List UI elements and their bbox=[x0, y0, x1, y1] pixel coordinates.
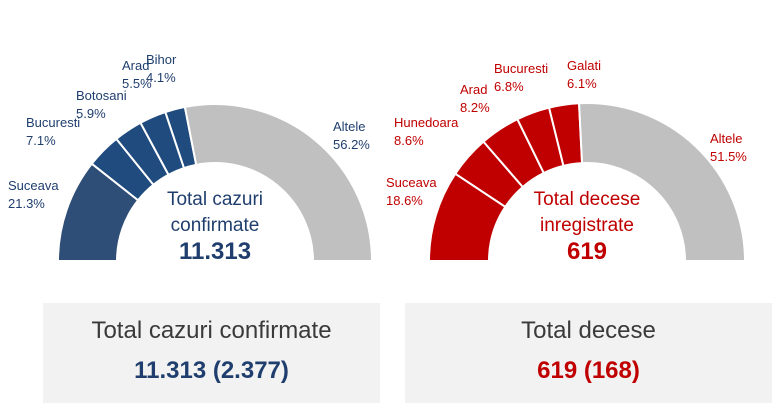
slice-value-suceava: 21.3% bbox=[8, 196, 45, 211]
center-value: 11.313 bbox=[179, 238, 251, 265]
center-value: 619 bbox=[567, 238, 607, 265]
slice-label-arad: Arad bbox=[460, 82, 487, 97]
slice-value-altele: 51.5% bbox=[710, 149, 747, 164]
slice-label-botosani: Botosani bbox=[76, 88, 127, 103]
slice-value-galati: 6.1% bbox=[567, 76, 597, 91]
slice-value-hunedoara: 8.6% bbox=[394, 133, 424, 148]
slice-value-altele: 56.2% bbox=[333, 137, 370, 152]
slice-altele bbox=[577, 102, 747, 262]
deaths-summary-value: 619 (168) bbox=[537, 357, 640, 384]
slice-label-arad: Arad bbox=[122, 58, 149, 73]
center-label-line-2: confirmate bbox=[171, 215, 260, 236]
slice-value-bucuresti: 6.8% bbox=[494, 79, 524, 94]
slice-label-bucuresti: Bucuresti bbox=[26, 115, 80, 130]
slice-label-suceava: Suceava bbox=[386, 175, 437, 190]
center-label-line-1: Total decese bbox=[534, 189, 641, 210]
slice-value-bucuresti: 7.1% bbox=[26, 133, 56, 148]
deaths-summary-box: Total decese 619 (168) bbox=[405, 303, 772, 403]
cases-summary-box: Total cazuri confirmate 11.313 (2.377) bbox=[43, 303, 380, 403]
deaths-half-donut-chart: Suceava 18.6% Hunedoara 8.6% Arad 8.2% Bucures… bbox=[386, 58, 747, 265]
slice-label-galati: Galati bbox=[567, 58, 601, 73]
slice-value-suceava: 18.6% bbox=[386, 193, 423, 208]
slice-value-botosani: 5.9% bbox=[76, 106, 106, 121]
slice-label-suceava: Suceava bbox=[8, 178, 59, 193]
cases-summary-title: Total cazuri confirmate bbox=[91, 317, 332, 344]
slice-altele bbox=[183, 103, 374, 262]
slice-label-hunedoara: Hunedoara bbox=[394, 115, 459, 130]
slice-value-arad: 5.5% bbox=[122, 76, 152, 91]
slice-label-bucuresti: Bucuresti bbox=[494, 61, 548, 76]
cases-summary-value: 11.313 (2.377) bbox=[134, 357, 289, 384]
slice-label-altele: Altele bbox=[710, 131, 743, 146]
deaths-summary-title: Total decese bbox=[521, 317, 656, 344]
center-label-line-1: Total cazuri bbox=[167, 189, 263, 210]
slice-label-altele: Altele bbox=[333, 119, 366, 134]
slice-value-arad: 8.2% bbox=[460, 100, 490, 115]
slice-label-bihor: Bihor bbox=[146, 52, 177, 67]
cases-half-donut-chart: Suceava 21.3% Bucuresti 7.1% Botosani 5.9% Ara… bbox=[8, 52, 374, 265]
slice-value-bihor: 4.1% bbox=[146, 70, 176, 85]
center-label-line-2: inregistrate bbox=[540, 215, 634, 236]
